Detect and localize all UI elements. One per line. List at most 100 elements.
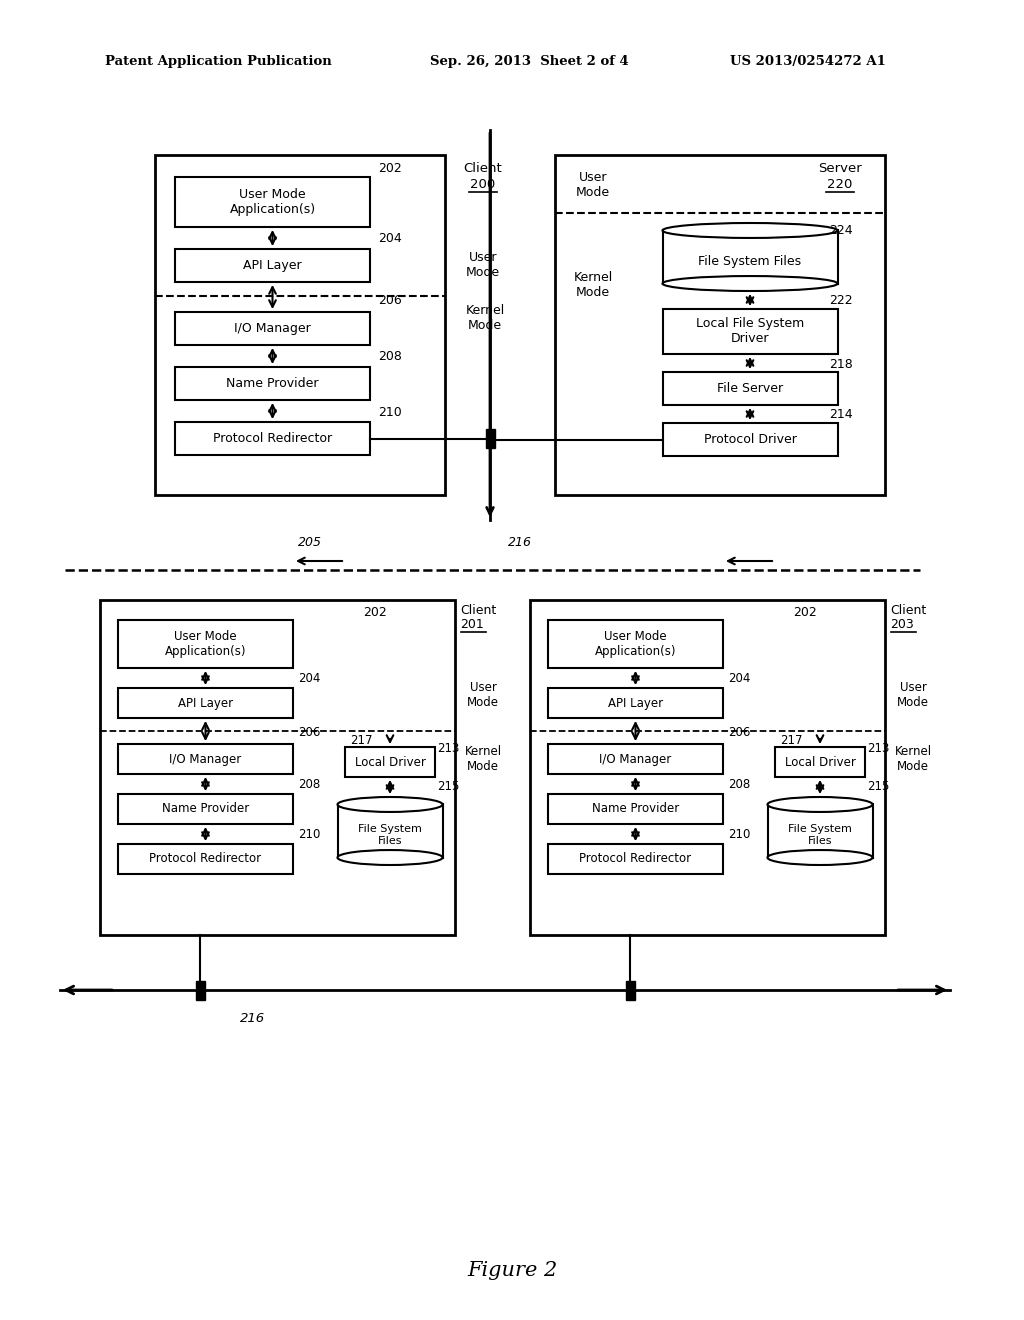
Bar: [548, 744, 723, 774]
Text: 202: 202: [378, 162, 401, 176]
Text: User
Mode: User Mode: [467, 681, 499, 709]
Text: User
Mode: User Mode: [897, 681, 929, 709]
Text: I/O Manager: I/O Manager: [234, 322, 311, 335]
Bar: [175, 249, 370, 282]
Text: 204: 204: [378, 232, 401, 246]
Text: 208: 208: [728, 779, 751, 792]
Bar: [118, 688, 293, 718]
Text: US 2013/0254272 A1: US 2013/0254272 A1: [730, 55, 886, 69]
Bar: [768, 804, 872, 858]
Text: 205: 205: [298, 536, 322, 549]
Text: 200: 200: [470, 178, 496, 191]
Text: 206: 206: [298, 726, 321, 738]
Bar: [663, 231, 838, 284]
Ellipse shape: [663, 223, 838, 238]
Text: Kernel
Mode: Kernel Mode: [465, 304, 505, 333]
Text: API Layer: API Layer: [243, 259, 302, 272]
Bar: [555, 154, 885, 495]
Text: 216: 216: [240, 1011, 265, 1024]
Text: 215: 215: [437, 780, 460, 793]
Text: Name Provider: Name Provider: [592, 803, 679, 816]
Bar: [530, 601, 885, 935]
Bar: [485, 429, 495, 438]
Text: User Mode
Application(s): User Mode Application(s): [165, 630, 246, 657]
Text: Sep. 26, 2013  Sheet 2 of 4: Sep. 26, 2013 Sheet 2 of 4: [430, 55, 629, 69]
Text: Kernel
Mode: Kernel Mode: [465, 744, 502, 774]
Text: 217: 217: [350, 734, 373, 747]
Text: Server: Server: [818, 162, 862, 176]
Text: 218: 218: [829, 358, 853, 371]
Text: 202: 202: [364, 606, 387, 619]
Text: File System Files: File System Files: [698, 256, 802, 268]
Bar: [345, 747, 435, 777]
Text: Local File System
Driver: Local File System Driver: [696, 318, 804, 346]
Text: User
Mode: User Mode: [466, 251, 500, 279]
Text: Kernel
Mode: Kernel Mode: [573, 271, 612, 300]
Text: API Layer: API Layer: [178, 697, 233, 710]
Text: Client: Client: [890, 603, 927, 616]
Text: Figure 2: Figure 2: [467, 1261, 557, 1279]
Text: Protocol Redirector: Protocol Redirector: [213, 432, 332, 445]
Bar: [196, 990, 205, 999]
Ellipse shape: [663, 276, 838, 290]
Text: Local Driver: Local Driver: [354, 755, 425, 768]
Text: 210: 210: [298, 829, 321, 842]
Bar: [485, 440, 495, 447]
Text: 216: 216: [508, 536, 532, 549]
Text: I/O Manager: I/O Manager: [169, 752, 242, 766]
Bar: [118, 795, 293, 824]
Text: 222: 222: [829, 294, 853, 308]
Text: Client: Client: [464, 162, 503, 176]
Text: 208: 208: [378, 351, 401, 363]
Text: API Layer: API Layer: [608, 697, 664, 710]
Text: Local Driver: Local Driver: [784, 755, 855, 768]
Text: 203: 203: [890, 619, 913, 631]
Text: 210: 210: [728, 829, 751, 842]
Ellipse shape: [768, 797, 872, 812]
Bar: [118, 744, 293, 774]
Bar: [775, 747, 865, 777]
Ellipse shape: [338, 797, 442, 812]
Ellipse shape: [768, 850, 872, 865]
Text: File Server: File Server: [717, 381, 783, 395]
Bar: [100, 601, 455, 935]
Text: 215: 215: [867, 780, 890, 793]
Text: Protocol Redirector: Protocol Redirector: [150, 853, 261, 866]
Text: Name Provider: Name Provider: [162, 803, 249, 816]
Text: I/O Manager: I/O Manager: [599, 752, 672, 766]
Text: File System
Files: File System Files: [788, 824, 852, 846]
Text: Client: Client: [460, 603, 497, 616]
Text: 220: 220: [827, 178, 853, 191]
Text: 208: 208: [298, 779, 321, 792]
Text: User Mode
Application(s): User Mode Application(s): [229, 187, 315, 216]
Text: 201: 201: [460, 619, 483, 631]
Ellipse shape: [338, 850, 442, 865]
Text: Protocol Driver: Protocol Driver: [703, 433, 797, 446]
Text: 214: 214: [829, 408, 853, 421]
Bar: [548, 843, 723, 874]
Text: Patent Application Publication: Patent Application Publication: [105, 55, 332, 69]
Bar: [626, 990, 635, 999]
Bar: [175, 177, 370, 227]
Text: 202: 202: [794, 606, 817, 619]
Text: Name Provider: Name Provider: [226, 378, 318, 389]
Text: User Mode
Application(s): User Mode Application(s): [595, 630, 676, 657]
Text: User
Mode: User Mode: [575, 172, 610, 199]
Text: 213: 213: [867, 742, 890, 755]
Text: 210: 210: [378, 405, 401, 418]
Text: Protocol Redirector: Protocol Redirector: [580, 853, 691, 866]
Bar: [175, 422, 370, 455]
Text: 206: 206: [378, 293, 401, 306]
Bar: [155, 154, 445, 495]
Text: 217: 217: [780, 734, 803, 747]
Bar: [338, 804, 442, 858]
Text: 206: 206: [728, 726, 751, 738]
Bar: [118, 843, 293, 874]
Text: 204: 204: [728, 672, 751, 685]
Text: File System
Files: File System Files: [358, 824, 422, 846]
Bar: [175, 367, 370, 400]
Text: 204: 204: [298, 672, 321, 685]
Bar: [626, 981, 635, 990]
Text: Kernel
Mode: Kernel Mode: [894, 744, 932, 774]
Text: 213: 213: [437, 742, 460, 755]
